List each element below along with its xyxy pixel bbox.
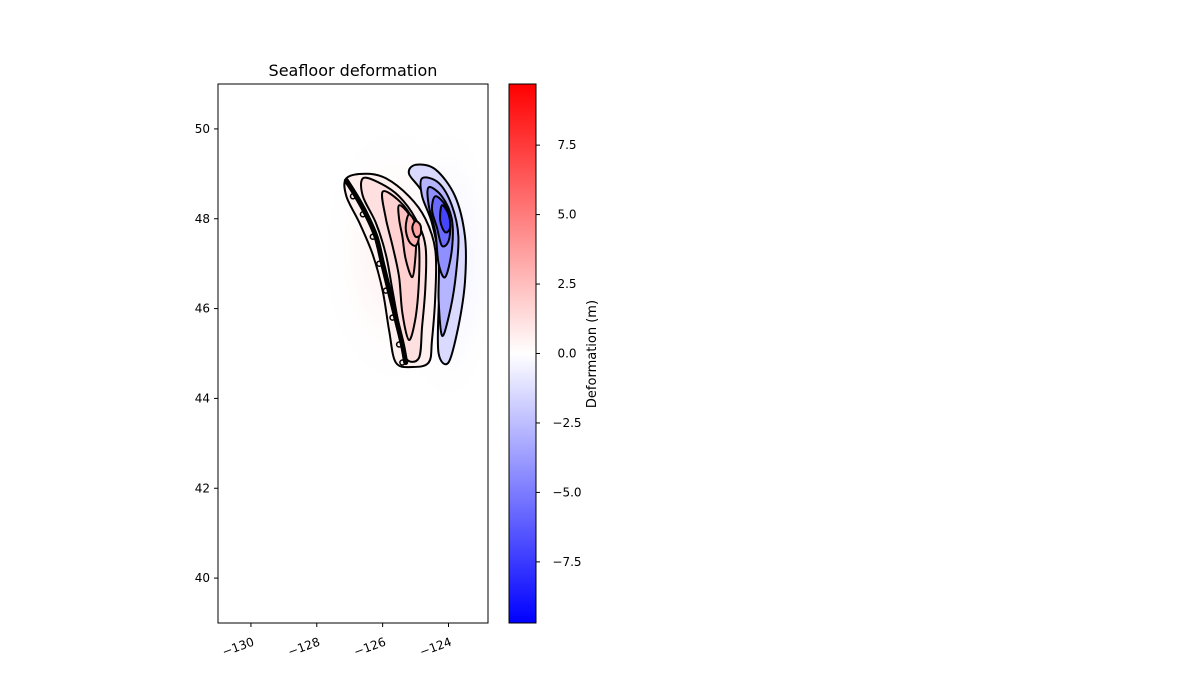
plot-frame: [217, 83, 489, 624]
y-axis: 40 42 44 46 48 50: [195, 122, 218, 585]
trench-blob-3: [369, 233, 377, 240]
chart-title: Seafloor deformation: [269, 61, 438, 80]
trench-blob-6: [389, 314, 396, 321]
x-tick-label-3: −124: [418, 635, 454, 659]
colorbar-label: Deformation (m): [585, 300, 600, 408]
colorbar-tick-label-5: −5.0: [552, 485, 581, 499]
y-tick-label-0: 40: [195, 571, 210, 585]
subsidence-contour-4: [439, 204, 452, 234]
trench-line: [343, 178, 409, 366]
trench-edge: [343, 178, 409, 365]
y-tick-label-2: 44: [195, 391, 210, 405]
trench-blob-4: [376, 260, 383, 267]
trench-blob-5: [382, 287, 390, 294]
x-tick-label-1: −128: [286, 635, 322, 659]
x-tick-label-2: −126: [352, 635, 388, 659]
trench-blob-7: [395, 341, 403, 348]
y-tick-label-3: 46: [195, 302, 210, 316]
uplift-contour-5: [411, 219, 423, 239]
y-tick-label-1: 42: [195, 481, 210, 495]
colorbar-tick-label-4: −2.5: [552, 416, 581, 430]
x-tick-label-0: −130: [220, 635, 256, 659]
trench-blob-8: [399, 359, 406, 366]
y-tick-label-5: 50: [195, 122, 210, 136]
colorbar-tick-label-1: 5.0: [557, 208, 576, 222]
uplift-contours: [343, 172, 438, 369]
x-axis: −130 −128 −126 −124: [220, 623, 454, 659]
colorbar-tick-label-3: 0.0: [557, 347, 576, 361]
subsidence-contours: [407, 163, 467, 366]
y-tick-label-4: 48: [195, 212, 210, 226]
colorbar-tick-label-0: 7.5: [557, 138, 576, 152]
trench-blob-1: [349, 193, 357, 200]
trench-blob-2: [359, 211, 367, 218]
colorbar-tick-label-6: −7.5: [552, 555, 581, 569]
colorbar: [508, 83, 537, 624]
plot-area: [218, 84, 488, 623]
colorbar-ticks: 7.5 5.0 2.5 0.0 −2.5 −5.0 −7.5: [536, 138, 582, 569]
colorbar-tick-label-2: 2.5: [557, 277, 576, 291]
